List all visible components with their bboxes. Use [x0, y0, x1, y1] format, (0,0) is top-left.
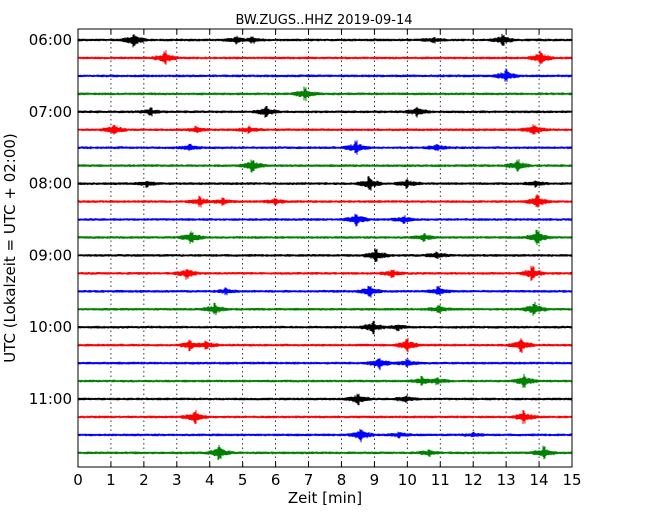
- seismic-trace-1115: [77, 410, 573, 424]
- seismic-trace-0745: [77, 159, 573, 173]
- x-tick-label: 15: [562, 471, 581, 489]
- y-tick-label: 09:00: [29, 246, 72, 264]
- x-tick-label: 9: [370, 471, 380, 489]
- x-tick-label: 1: [106, 471, 116, 489]
- grid-layer: [110, 29, 540, 467]
- y-tick-label: 06:00: [29, 31, 72, 49]
- x-axis-label: Zeit [min]: [288, 489, 362, 507]
- x-tick-label: 2: [139, 471, 149, 489]
- seismic-trace-0730: [77, 140, 573, 155]
- y-tick-label: 07:00: [29, 103, 72, 121]
- y-tick-label: 08:00: [29, 175, 72, 193]
- x-tick-label: 14: [530, 471, 549, 489]
- plot-frame: [77, 28, 573, 468]
- seismic-trace-1130: [77, 428, 573, 443]
- seismic-trace-0800: [77, 176, 573, 191]
- seismic-trace-0845: [77, 229, 573, 245]
- seismic-trace-1000: [77, 320, 573, 335]
- x-tick-label: 8: [337, 471, 347, 489]
- x-tick-label: 13: [497, 471, 516, 489]
- x-tick-label: 4: [205, 471, 215, 489]
- x-tick-label: 3: [172, 471, 182, 489]
- chart-title: BW.ZUGS..HHZ 2019-09-14: [235, 13, 412, 28]
- seismic-trace-0945: [77, 301, 573, 316]
- x-tick-label: 10: [398, 471, 417, 489]
- seismic-trace-0815: [77, 194, 573, 208]
- x-tick-label: 5: [238, 471, 248, 489]
- x-tick-label: 11: [431, 471, 450, 489]
- seismic-trace-0715: [77, 124, 573, 135]
- seismic-trace-1045: [77, 373, 573, 388]
- seismic-trace-1100: [77, 393, 573, 406]
- x-tick-label: 12: [464, 471, 483, 489]
- seismic-trace-0630: [77, 68, 573, 82]
- seismic-trace-0600: [77, 33, 573, 48]
- y-tick-label: 10:00: [29, 318, 72, 336]
- seismic-trace-1030: [77, 358, 573, 371]
- x-tick-label: 0: [73, 471, 83, 489]
- seismic-trace-0615: [77, 50, 573, 65]
- seismic-trace-0830: [77, 213, 573, 227]
- seismic-trace-1015: [77, 338, 573, 353]
- x-tick-label: 7: [304, 471, 314, 489]
- seismic-trace-0700: [77, 106, 573, 118]
- traces-layer: [77, 33, 573, 461]
- y-tick-label: 11:00: [29, 390, 72, 408]
- y-axis-label: UTC (Lokalzeit = UTC + 02:00): [1, 133, 19, 363]
- seismic-trace-0900: [77, 248, 573, 263]
- ticks-layer: 0 1 2 3 4 5 6 7 8 9 10 11 12 13 14 1506:0007:0008:0009:…: [29, 29, 582, 489]
- seismic-trace-0930: [77, 285, 573, 298]
- x-tick-label: 6: [271, 471, 281, 489]
- seismic-trace-0645: [77, 86, 573, 102]
- seismic-trace-0915: [77, 265, 573, 282]
- seismic-trace-1145: [77, 445, 573, 461]
